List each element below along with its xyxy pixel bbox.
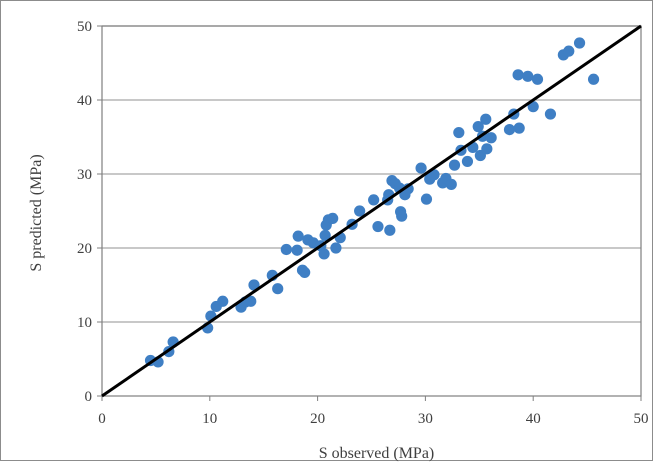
data-point [396, 210, 408, 222]
data-point [544, 108, 557, 120]
y-tick-label: 40 [77, 93, 92, 109]
data-point [330, 242, 342, 254]
data-point [327, 212, 339, 224]
y-tick-label: 0 [85, 389, 93, 405]
data-point [428, 169, 440, 181]
data-point [445, 178, 457, 190]
data-point [481, 143, 493, 155]
x-tick-label: 40 [526, 411, 541, 427]
y-tick-label: 50 [77, 19, 92, 35]
data-point [248, 279, 260, 291]
data-point [531, 73, 544, 85]
x-tick-label: 0 [98, 411, 106, 427]
x-axis-title: S observed (MPa) [319, 445, 435, 462]
data-point [217, 295, 229, 307]
plot-area-border [101, 25, 642, 397]
data-point [587, 73, 600, 85]
data-point [513, 122, 525, 134]
data-point [503, 124, 516, 136]
data-point [512, 69, 524, 81]
reference-line [101, 24, 642, 398]
data-point [319, 229, 331, 242]
data-point [527, 101, 539, 113]
data-point [368, 194, 380, 206]
x-tick-label: 10 [202, 411, 217, 427]
data-point [354, 205, 366, 217]
data-point [372, 220, 384, 233]
x-tick-label: 20 [310, 411, 325, 427]
data-point [563, 45, 575, 57]
data-point [485, 132, 497, 144]
data-point [291, 244, 303, 256]
data-point [415, 162, 427, 174]
data-point [318, 248, 330, 260]
data-point [573, 37, 586, 49]
data-point [384, 224, 396, 236]
x-tick-label: 50 [634, 411, 649, 427]
y-tick-label: 20 [77, 241, 92, 257]
data-point [453, 126, 465, 139]
y-tick-label: 10 [77, 315, 92, 331]
data-point [461, 155, 474, 168]
data-point [420, 193, 433, 205]
data-point [472, 121, 484, 133]
data-point [448, 159, 461, 171]
y-tick-label: 30 [77, 167, 92, 183]
data-point [292, 230, 304, 242]
data-point [299, 266, 311, 279]
data-point [272, 283, 284, 295]
y-axis-title: S predicted (MPa) [28, 154, 45, 271]
data-point [280, 243, 292, 256]
data-point [522, 70, 534, 82]
data-point [245, 295, 257, 307]
x-tick-label: 30 [418, 411, 433, 427]
data-point [480, 113, 492, 125]
